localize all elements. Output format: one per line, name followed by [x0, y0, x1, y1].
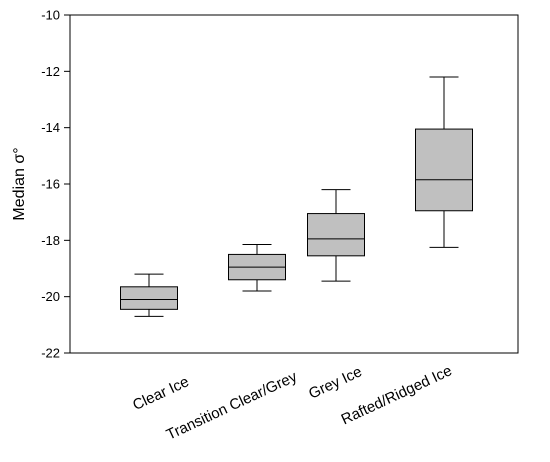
iqr-box — [120, 286, 178, 310]
boxes-group — [120, 76, 473, 317]
box-3 — [415, 76, 473, 248]
y-tick-label: -16 — [41, 177, 60, 192]
y-tick-label: -10 — [41, 8, 60, 23]
iqr-box — [307, 213, 365, 257]
box-1 — [228, 244, 286, 292]
iqr-box — [415, 128, 473, 212]
y-tick-label: -14 — [41, 120, 60, 135]
box-2 — [307, 189, 365, 282]
y-axis: -22 -20 -18 -16 -14 -12 -10 — [41, 8, 70, 361]
y-tick-label: -22 — [41, 346, 60, 361]
y-axis-title: Median σ° — [11, 147, 28, 220]
x-category-label: Grey Ice — [306, 363, 365, 402]
box-0 — [120, 273, 178, 317]
y-tick-label: -18 — [41, 233, 60, 248]
x-category-label: Clear Ice — [130, 373, 192, 414]
y-tick-label: -20 — [41, 289, 60, 304]
y-tick-label: -12 — [41, 64, 60, 79]
